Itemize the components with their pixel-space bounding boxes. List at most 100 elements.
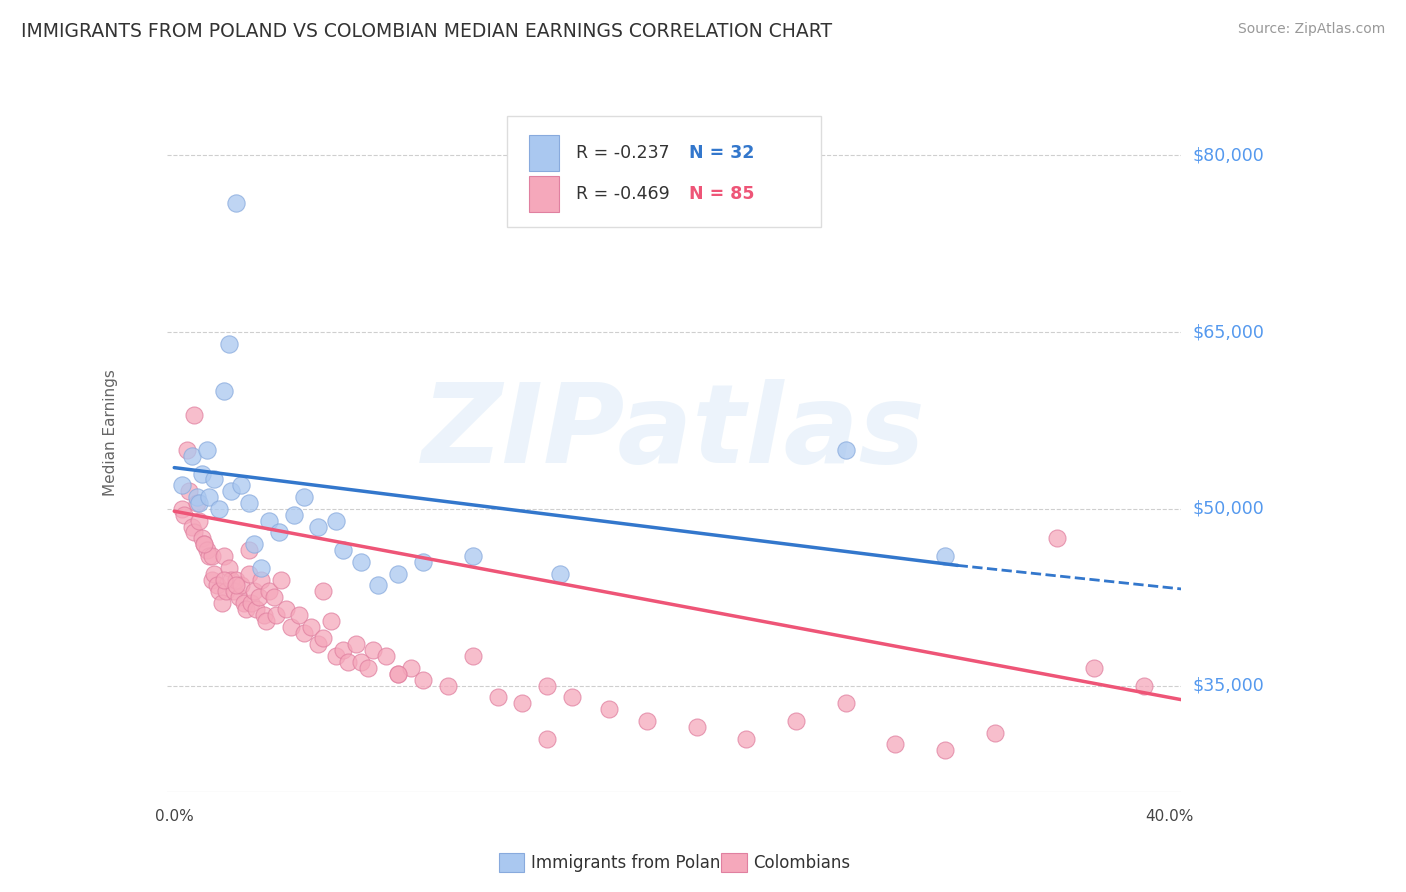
FancyBboxPatch shape — [529, 136, 560, 171]
Point — [243, 584, 266, 599]
Point — [183, 408, 205, 422]
Point — [536, 731, 558, 746]
Point — [785, 714, 807, 728]
Point — [190, 531, 212, 545]
Text: N = 32: N = 32 — [689, 145, 755, 162]
Point — [211, 596, 233, 610]
Point — [264, 607, 287, 622]
Point — [350, 555, 373, 569]
Point — [212, 573, 235, 587]
Point — [225, 578, 247, 592]
Point — [461, 649, 484, 664]
Point — [225, 195, 247, 210]
Point — [361, 643, 384, 657]
Point — [367, 578, 389, 592]
Point — [200, 549, 222, 563]
Point — [299, 620, 322, 634]
Point — [212, 384, 235, 398]
Point — [332, 543, 354, 558]
Point — [193, 537, 215, 551]
Point — [253, 607, 276, 622]
Text: $65,000: $65,000 — [1192, 323, 1264, 341]
Point — [308, 637, 330, 651]
Point — [835, 696, 858, 710]
Text: 40.0%: 40.0% — [1144, 809, 1194, 824]
Point — [884, 738, 907, 752]
Point — [222, 584, 245, 599]
Text: Source: ZipAtlas.com: Source: ZipAtlas.com — [1237, 22, 1385, 37]
Point — [512, 696, 534, 710]
Point — [735, 731, 758, 746]
Point — [387, 666, 409, 681]
Point — [312, 584, 335, 599]
Point — [225, 573, 247, 587]
Point — [205, 578, 228, 592]
Text: $35,000: $35,000 — [1192, 676, 1264, 695]
Point — [180, 449, 202, 463]
Point — [173, 508, 195, 522]
Point — [247, 591, 270, 605]
Text: Median Earnings: Median Earnings — [104, 369, 118, 496]
Text: 0.0%: 0.0% — [155, 809, 194, 824]
Point — [350, 655, 373, 669]
Point — [387, 566, 409, 581]
Text: R = -0.237: R = -0.237 — [575, 145, 669, 162]
Point — [231, 478, 253, 492]
Point — [198, 549, 221, 563]
Point — [292, 490, 315, 504]
Point — [287, 607, 309, 622]
Point — [212, 549, 235, 563]
Point — [984, 725, 1007, 739]
Point — [461, 549, 484, 563]
Point — [198, 490, 221, 504]
Point — [598, 702, 620, 716]
Point — [221, 573, 243, 587]
Point — [180, 519, 202, 533]
Point — [238, 543, 260, 558]
Text: $80,000: $80,000 — [1192, 146, 1264, 164]
Point — [325, 649, 347, 664]
Point — [276, 602, 298, 616]
Point — [188, 514, 211, 528]
Point — [188, 496, 211, 510]
Point — [325, 514, 347, 528]
Text: ZIPatlas: ZIPatlas — [422, 379, 927, 486]
Point — [1046, 531, 1069, 545]
Point — [221, 484, 243, 499]
Point — [399, 661, 422, 675]
Point — [202, 566, 225, 581]
Point — [238, 566, 260, 581]
Point — [312, 632, 335, 646]
Point — [536, 679, 558, 693]
Text: $50,000: $50,000 — [1192, 500, 1264, 518]
Point — [412, 673, 434, 687]
Point — [208, 501, 231, 516]
Point — [228, 591, 250, 605]
Point — [215, 584, 238, 599]
Text: Immigrants from Poland: Immigrants from Poland — [531, 854, 731, 871]
Point — [344, 637, 367, 651]
Point — [267, 525, 290, 540]
Point — [250, 573, 273, 587]
Point — [190, 467, 212, 481]
Point — [280, 620, 302, 634]
Text: IMMIGRANTS FROM POLAND VS COLOMBIAN MEDIAN EARNINGS CORRELATION CHART: IMMIGRANTS FROM POLAND VS COLOMBIAN MEDI… — [21, 22, 832, 41]
Point — [245, 602, 267, 616]
FancyBboxPatch shape — [506, 116, 821, 227]
Point — [218, 337, 240, 351]
Point — [170, 501, 193, 516]
Text: Colombians: Colombians — [754, 854, 851, 871]
Point — [238, 496, 260, 510]
Point — [412, 555, 434, 569]
Point — [486, 690, 509, 705]
Point — [387, 666, 409, 681]
Point — [263, 591, 285, 605]
Point — [636, 714, 658, 728]
Point — [195, 442, 218, 457]
Point — [357, 661, 380, 675]
Text: N = 85: N = 85 — [689, 185, 755, 202]
Point — [202, 472, 225, 486]
Point — [232, 596, 254, 610]
Point — [235, 602, 257, 616]
Point — [240, 596, 263, 610]
